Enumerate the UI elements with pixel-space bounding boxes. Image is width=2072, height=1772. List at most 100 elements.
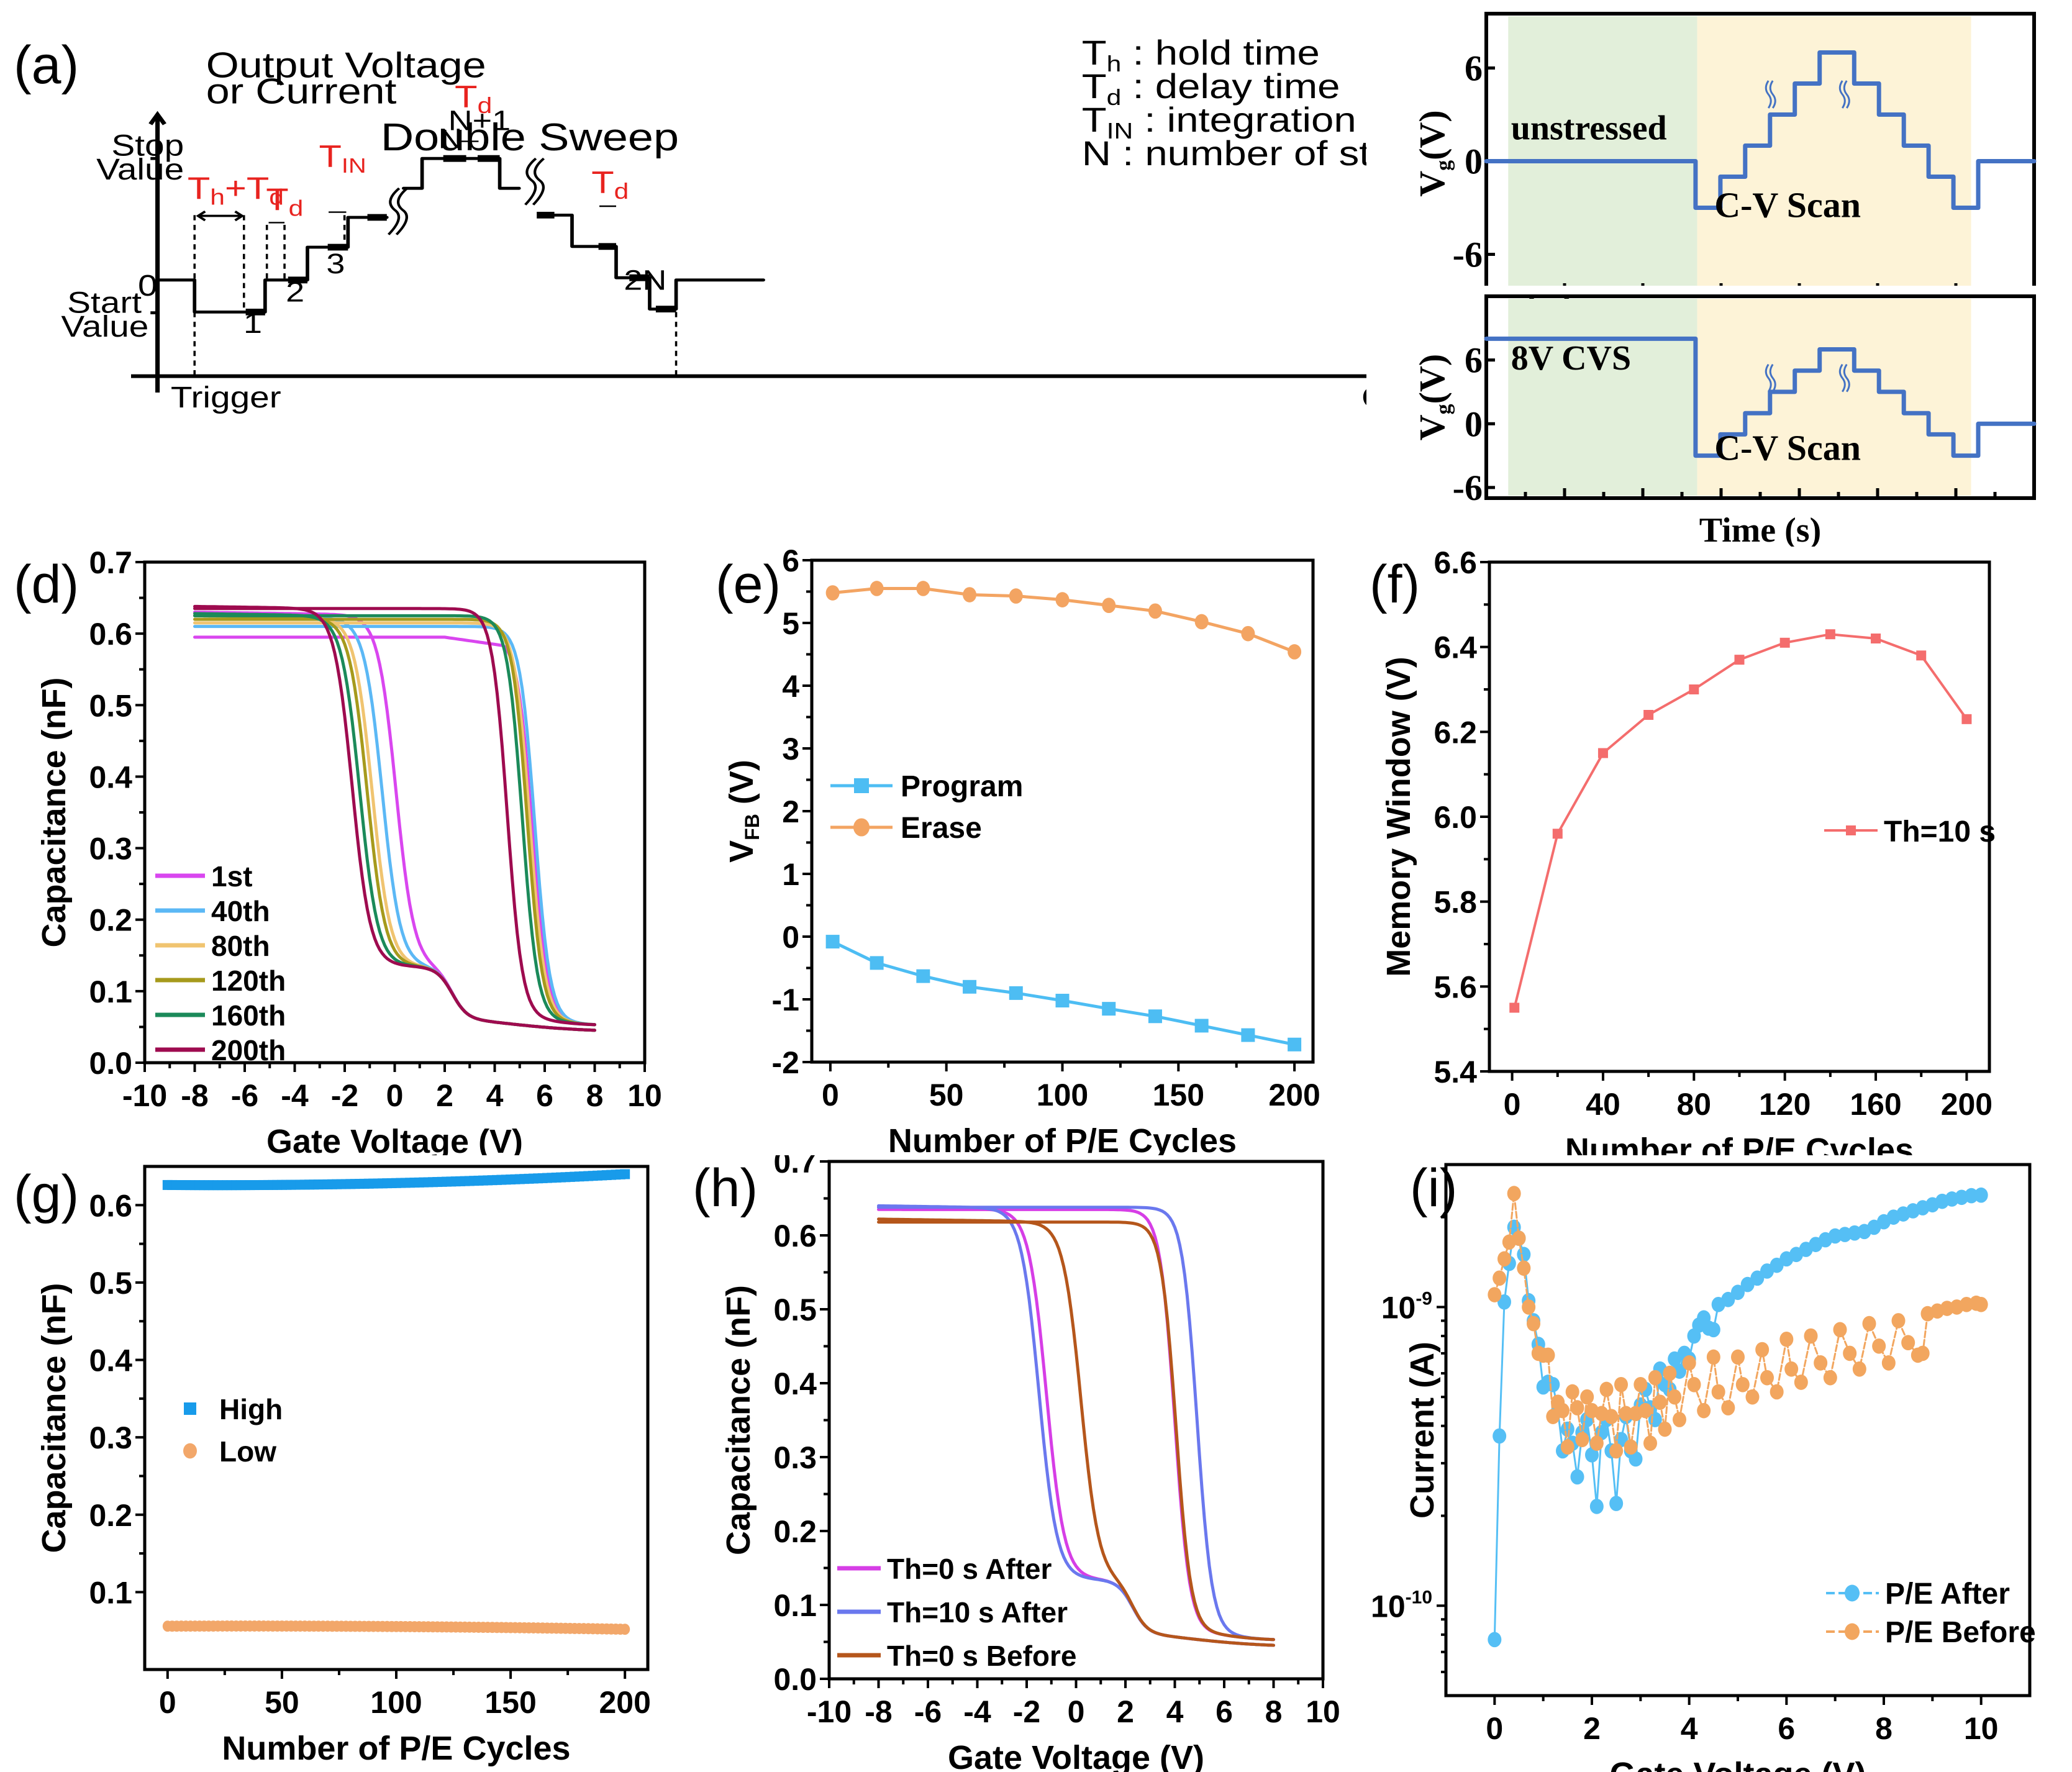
- x-tick-label: 150: [484, 1685, 536, 1720]
- definition-item: Td : delay time: [1082, 67, 1340, 110]
- x-tick-label: 160: [1850, 1087, 1901, 1122]
- x-tick-label: 120: [1759, 1087, 1811, 1122]
- text-span: Memory Window (V): [1380, 657, 1417, 977]
- data-point-P-E-Before: [1760, 1370, 1774, 1386]
- text-span: T: [1082, 101, 1107, 139]
- x-tick-label: 6: [1778, 1711, 1795, 1746]
- text-span: d: [614, 179, 629, 204]
- cv-curve-reverse-120th: [193, 617, 596, 1027]
- chart-d-cv-cycles: -10 -8 -6 -4 -2 0 2 4 6 8 10 0.0 0.1 0.2 0.3 0.4 0.5 0.6 0…: [35, 547, 662, 1155]
- text-span: (V): [1412, 354, 1452, 404]
- text-span: : number of steps: [1111, 134, 1366, 173]
- legend-label: 200th: [211, 1034, 286, 1066]
- y-tick-label: 0: [1465, 404, 1483, 444]
- y-tick-label: 0.7: [773, 1155, 817, 1179]
- legend-label: High: [219, 1393, 283, 1425]
- y-tick-label: 5.4: [1434, 1055, 1477, 1089]
- legend-marker: [854, 778, 869, 793]
- legend-marker: [1845, 1623, 1860, 1640]
- x-tick-label: 0: [1504, 1087, 1521, 1122]
- data-point-Program: [963, 979, 977, 994]
- data-point-memory-window: [1734, 655, 1745, 665]
- y-tick-label: 0.6: [773, 1219, 817, 1253]
- y-axis-label: Vg(V): [1412, 354, 1455, 440]
- data-point-Erase: [1102, 597, 1116, 614]
- stop-value-label-2: Value: [96, 153, 184, 186]
- data-point-P-E-Before: [1634, 1376, 1648, 1393]
- panel-label-h: (h): [693, 1158, 758, 1218]
- data-point-P-E-Before: [1619, 1406, 1633, 1422]
- legend-label: 80th: [211, 930, 270, 962]
- legend-marker: [184, 1402, 196, 1415]
- data-point-P-E-Before: [1697, 1402, 1711, 1419]
- chart-e-vfb-cycles: 0 50 100 150 200 -2 -1 0 1 2 3 4 5 6 Number of P/E Cyc…: [723, 547, 1320, 1155]
- data-point-P-E-Before: [1852, 1361, 1866, 1377]
- data-point-P-E-Before: [1668, 1389, 1682, 1405]
- x-axis-label: Gate Voltage (V): [1609, 1756, 1866, 1772]
- y-axis-label: Capacitance (nF): [35, 677, 73, 947]
- y-tick-label: -1: [772, 983, 799, 1017]
- y-tick-label: 0.1: [89, 975, 132, 1009]
- scan-region-label: C-V Scan: [1714, 185, 1861, 225]
- y-tick-label: 0.6: [89, 617, 132, 652]
- legend-marker: [183, 1443, 197, 1459]
- data-point-P-E-After: [1731, 1284, 1745, 1301]
- y-tick-label: 6.6: [1434, 547, 1477, 580]
- text-span: IN: [342, 154, 366, 177]
- data-point-P-E-Before: [1624, 1439, 1638, 1455]
- chart-g-capacitance-cycles: 0 50 100 150 200 0.1 0.2 0.3 0.4 0.5 0.6 Number of …: [35, 1165, 651, 1767]
- data-point-P-E-After: [1609, 1496, 1624, 1511]
- legend-label: 160th: [211, 999, 286, 1032]
- data-point-Program: [1102, 1002, 1116, 1016]
- data-point-Erase: [870, 581, 884, 596]
- break-mark-icon: [387, 187, 401, 235]
- data-point-memory-window: [1825, 629, 1835, 640]
- data-point-P-E-Before: [1872, 1338, 1886, 1354]
- break-mark-icon: [1843, 363, 1850, 393]
- data-point-P-E-After: [1488, 1632, 1502, 1648]
- y-tick-label: 2: [782, 794, 799, 829]
- y-tick-label: 6: [1465, 340, 1483, 381]
- data-point-P-E-Before: [1527, 1315, 1540, 1332]
- y-tick-label: 0.3: [89, 1420, 132, 1455]
- legend-label: Th=10 s: [1884, 816, 1996, 848]
- data-point-Program: [1194, 1019, 1209, 1033]
- data-point-P-E-Before: [1794, 1374, 1808, 1390]
- data-point-P-E-After: [1706, 1322, 1720, 1338]
- x-tick-label: 8: [1265, 1694, 1283, 1729]
- y-tick-label: 0.2: [773, 1514, 817, 1549]
- definition-item: Th : hold time: [1082, 34, 1320, 76]
- text-span: (V): [723, 760, 760, 814]
- x-tick-label: -2: [1013, 1694, 1040, 1729]
- annotation-tin: TIN: [319, 139, 366, 178]
- y-tick-label: 10-9: [1381, 1288, 1432, 1325]
- annotation-td-top: Td: [455, 79, 492, 118]
- text-span: (V): [1412, 110, 1452, 160]
- data-point-P-E-Before: [1682, 1355, 1696, 1371]
- y-tick-label: 6: [782, 547, 799, 578]
- data-point-Program: [1241, 1028, 1255, 1042]
- legend-label: 40th: [211, 895, 270, 927]
- y-axis-arrow-icon: [148, 111, 166, 125]
- data-point-memory-window: [1509, 1002, 1520, 1013]
- x-tick-label: 6: [536, 1078, 553, 1113]
- cv-curve-forward-Th=0-s-Before: [877, 1217, 1275, 1647]
- data-point-P-E-Before: [1522, 1299, 1536, 1315]
- y-tick-label: 0.2: [89, 1498, 132, 1533]
- text-span: : hold time: [1121, 34, 1319, 72]
- data-point-P-E-Before: [1599, 1381, 1614, 1397]
- data-point-memory-window: [1689, 684, 1699, 694]
- text-span: d: [478, 93, 493, 118]
- definition-item: TIN : integration time: [1082, 101, 1366, 143]
- legend-label: Th=0 s Before: [887, 1640, 1077, 1672]
- text-span: : delay time: [1121, 67, 1340, 106]
- y-axis-label: Vg(V): [1412, 110, 1455, 196]
- x-tick-label: 50: [929, 1078, 964, 1112]
- x-tick-label: 4: [486, 1078, 504, 1113]
- y-tick-label: 6.4: [1434, 630, 1477, 665]
- data-point-memory-window: [1871, 634, 1881, 643]
- break-mark-icon: [1769, 80, 1776, 109]
- panel-label-g: (g): [14, 1165, 80, 1224]
- data-point-P-E-Before: [1648, 1370, 1662, 1386]
